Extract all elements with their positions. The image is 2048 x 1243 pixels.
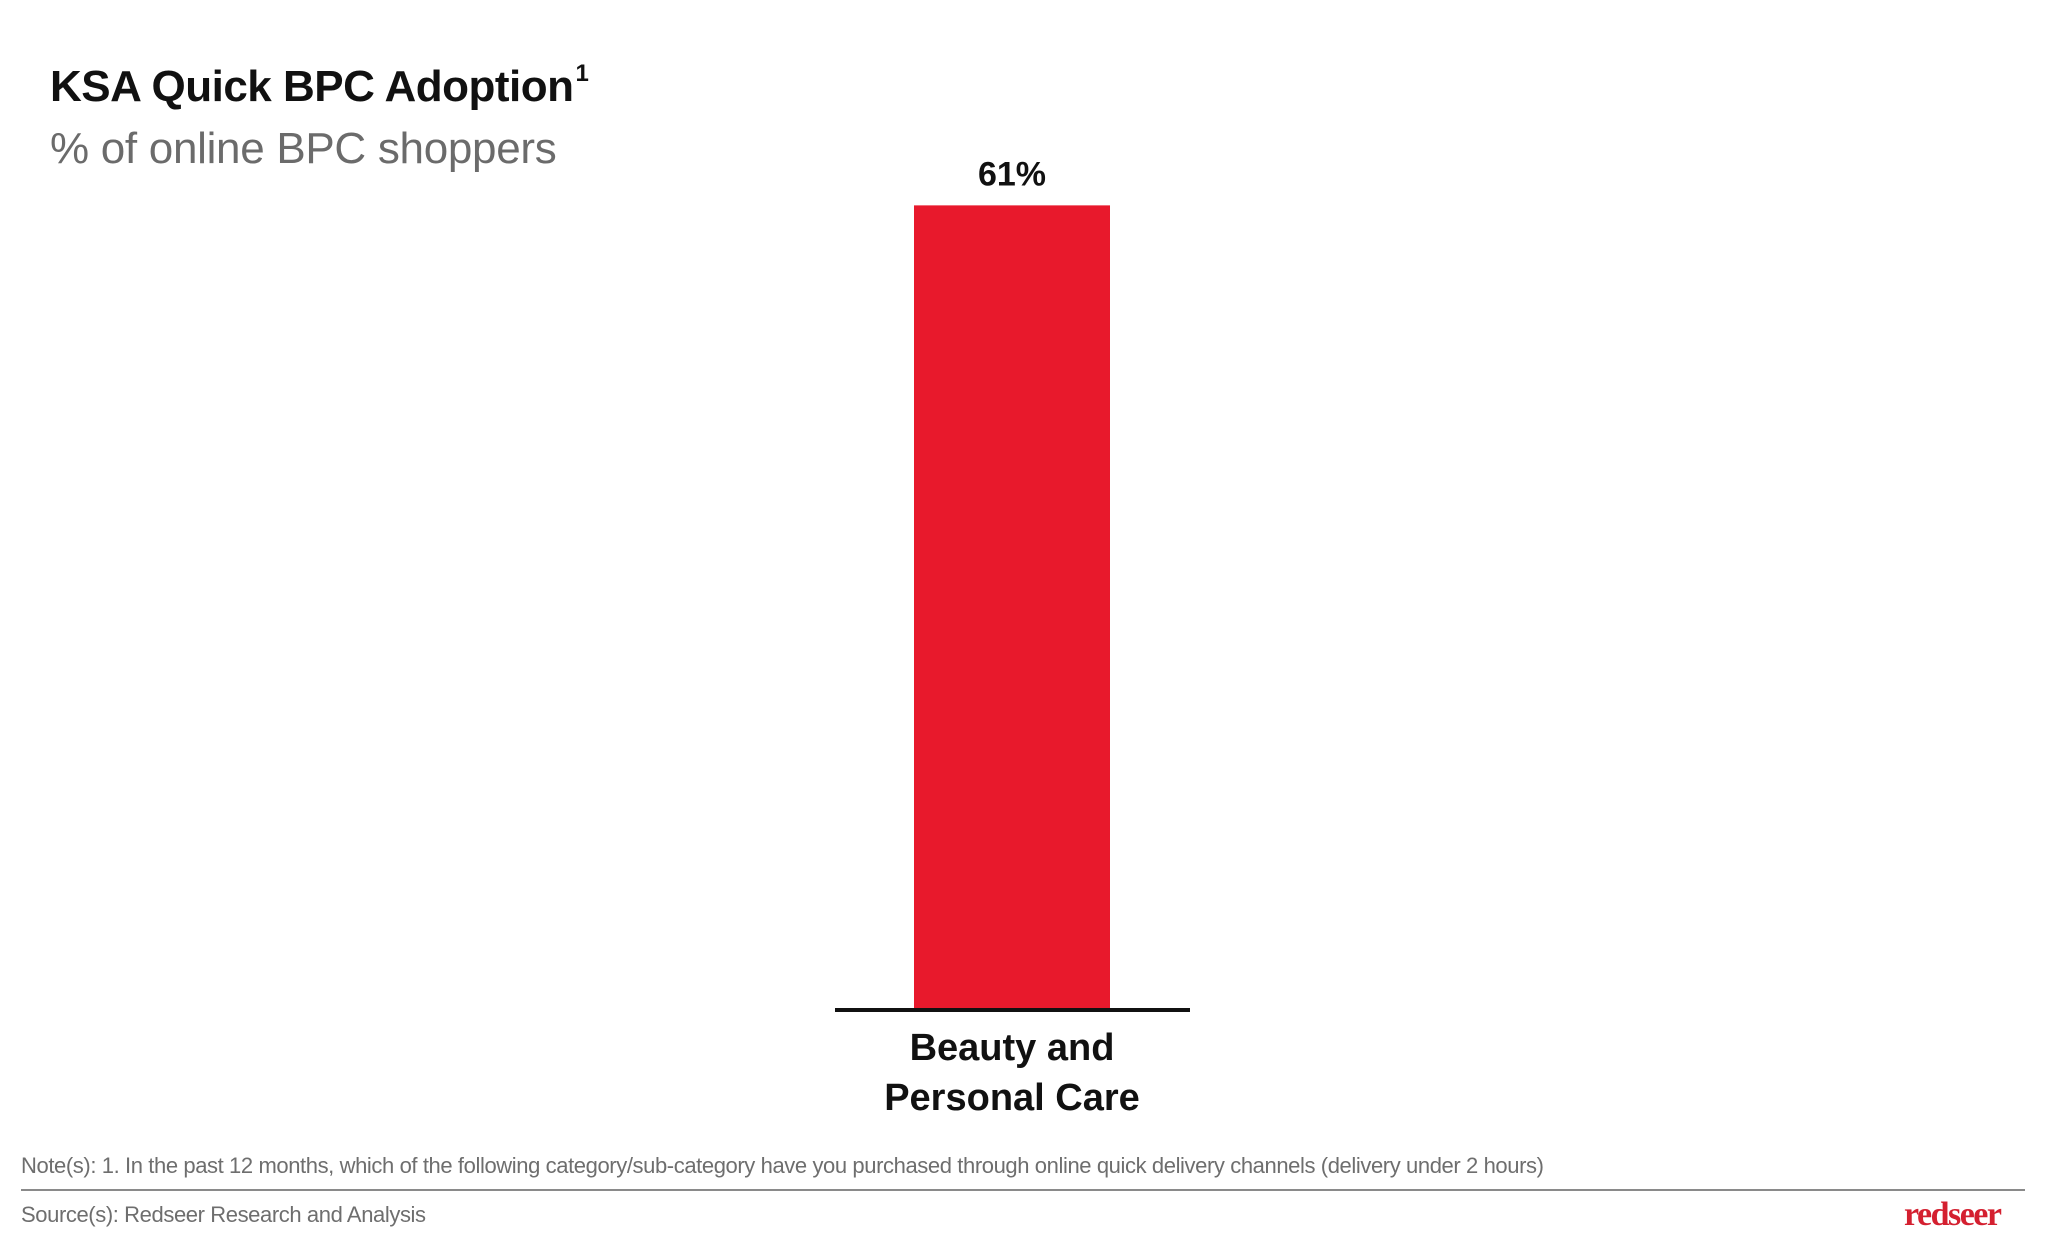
redseer-logo: redseer bbox=[1904, 1196, 2002, 1233]
bar-0 bbox=[914, 205, 1110, 1009]
bars-group bbox=[914, 205, 1110, 1009]
chart-title: KSA Quick BPC Adoption1 bbox=[50, 60, 589, 112]
chart-subtitle: % of online BPC shoppers bbox=[50, 124, 557, 173]
footnote: Note(s): 1. In the past 12 months, which… bbox=[21, 1153, 1544, 1178]
chart-title-text: KSA Quick BPC Adoption bbox=[50, 62, 574, 111]
source-note: Source(s): Redseer Research and Analysis bbox=[21, 1202, 426, 1227]
data-label-0: 61% bbox=[978, 155, 1046, 193]
category-label-0-line-1: Personal Care bbox=[884, 1077, 1140, 1119]
labels-group: 61% Beauty and Personal Care bbox=[884, 155, 1140, 1119]
footer-divider bbox=[21, 1189, 2025, 1191]
category-label-0-line-0: Beauty and bbox=[910, 1027, 1115, 1069]
title-footnote-marker: 1 bbox=[575, 60, 589, 88]
